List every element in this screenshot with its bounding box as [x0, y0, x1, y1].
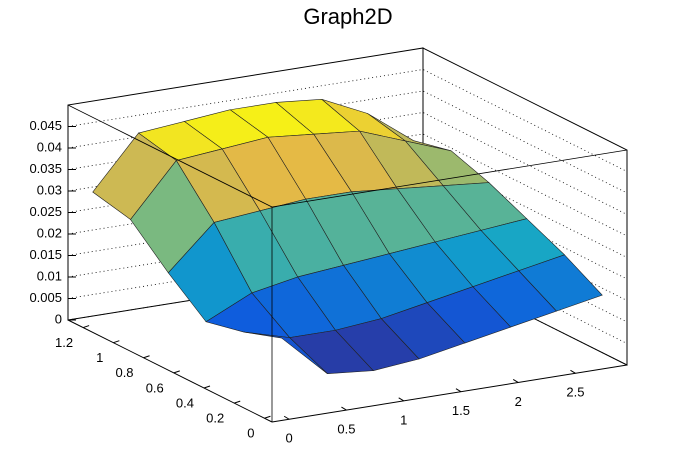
y-tick-label: 1 [96, 350, 103, 365]
box-edge [271, 364, 628, 423]
z-tick-label: 0.01 [37, 268, 62, 283]
surface-cell [243, 331, 328, 374]
z-tick-label: 0.045 [29, 118, 62, 133]
x-tick-label: 0.5 [337, 421, 355, 436]
z-tick-label: 0.005 [29, 290, 62, 305]
x-tick-label: 0 [286, 431, 293, 446]
x-tick [570, 369, 576, 374]
y-tick-label: 0.6 [146, 380, 164, 395]
x-tick [455, 388, 462, 393]
x-tick-label: 2.5 [566, 385, 584, 400]
chart-title: Graph2D [303, 4, 392, 29]
box-edge [271, 149, 628, 208]
y-tick [264, 415, 271, 419]
y-tick [143, 355, 150, 359]
z-tick-label: 0.03 [37, 182, 62, 197]
y-tick-label: 0 [247, 426, 254, 441]
x-tick [283, 415, 290, 420]
y-tick-label: 0.8 [115, 365, 133, 380]
box-edge [67, 104, 273, 208]
x-tick [398, 397, 404, 402]
y-tick-label: 0.2 [206, 411, 224, 426]
y-tick [173, 370, 180, 374]
x-tick [512, 379, 519, 383]
z-tick-label: 0.025 [29, 204, 62, 219]
y-tick [234, 400, 241, 404]
y-tick [82, 325, 90, 329]
x-tick-label: 1 [400, 412, 407, 427]
z-tick-label: 0.035 [29, 161, 62, 176]
z-tick-label: 0.02 [37, 225, 62, 240]
y-tick [203, 385, 211, 389]
y-tick-label: 0.4 [176, 395, 194, 410]
box-edge [67, 319, 273, 423]
y-tick-label: 1.2 [55, 335, 73, 350]
x-tick-label: 2 [515, 394, 522, 409]
x-tick-label: 1.5 [452, 403, 470, 418]
z-tick-label: 0 [55, 311, 62, 326]
z-tick-label: 0.015 [29, 247, 62, 262]
y-tick [113, 340, 120, 344]
x-tick [341, 406, 347, 411]
z-tick-label: 0.04 [37, 139, 62, 154]
